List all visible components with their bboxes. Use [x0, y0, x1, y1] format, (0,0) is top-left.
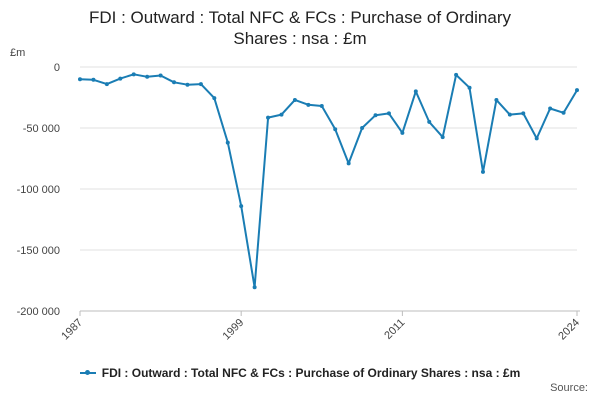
- x-tick-label: 2024: [556, 317, 582, 343]
- y-tick-label: -50 000: [23, 123, 60, 135]
- data-point[interactable]: [521, 111, 526, 116]
- series-layer: [78, 72, 579, 290]
- x-tick-labels: 1987 1999 2011 2024: [59, 311, 582, 342]
- data-point[interactable]: [225, 140, 230, 145]
- data-point[interactable]: [306, 102, 311, 107]
- y-unit-label: £m: [10, 47, 25, 59]
- data-point[interactable]: [440, 135, 445, 140]
- data-point[interactable]: [360, 126, 365, 130]
- data-point[interactable]: [252, 285, 257, 290]
- data-point[interactable]: [333, 127, 338, 132]
- grid-lines: [80, 66, 577, 251]
- y-tick-labels: 0 -50 000 -100 000 -150 000 -200 000: [17, 62, 60, 318]
- data-point[interactable]: [373, 113, 378, 118]
- data-point[interactable]: [172, 80, 177, 85]
- data-point[interactable]: [118, 76, 123, 81]
- chart-title: FDI : Outward : Total NFC & FCs : Purcha…: [0, 7, 600, 49]
- legend-swatch: [79, 369, 96, 375]
- data-point[interactable]: [212, 96, 217, 101]
- data-point[interactable]: [346, 161, 351, 166]
- data-point[interactable]: [198, 82, 203, 87]
- data-point[interactable]: [454, 72, 459, 77]
- data-point[interactable]: [400, 130, 405, 135]
- data-point[interactable]: [413, 89, 418, 94]
- x-tick-label: 1987: [59, 317, 85, 343]
- x-tick-label: 1999: [221, 317, 247, 343]
- data-point[interactable]: [78, 77, 82, 82]
- series-line: [79, 73, 578, 289]
- data-point[interactable]: [467, 85, 472, 90]
- data-point[interactable]: [575, 88, 579, 93]
- data-point[interactable]: [292, 97, 297, 102]
- data-point[interactable]: [266, 115, 271, 120]
- data-point[interactable]: [319, 104, 324, 109]
- y-tick-label: -100 000: [17, 184, 60, 196]
- data-point[interactable]: [239, 204, 244, 209]
- data-point[interactable]: [104, 82, 109, 87]
- data-point[interactable]: [480, 169, 485, 174]
- y-tick-label: -150 000: [17, 245, 60, 257]
- data-point[interactable]: [91, 77, 96, 82]
- data-point[interactable]: [131, 72, 136, 77]
- data-point[interactable]: [561, 110, 566, 115]
- source-label: Source:: [550, 382, 588, 394]
- y-tick-label: 0: [54, 62, 60, 74]
- data-point[interactable]: [507, 112, 512, 117]
- data-point[interactable]: [185, 82, 190, 87]
- legend-label: FDI : Outward : Total NFC & FCs : Purcha…: [101, 366, 521, 380]
- y-tick-label: -200 000: [17, 306, 60, 318]
- chart-title-line-2: Shares : nsa : £m: [233, 29, 367, 48]
- chart-title-line-1: FDI : Outward : Total NFC & FCs : Purcha…: [89, 8, 511, 27]
- data-point[interactable]: [145, 74, 150, 79]
- x-tick-label: 2011: [382, 317, 407, 342]
- legend[interactable]: FDI : Outward : Total NFC & FCs : Purcha…: [0, 366, 600, 380]
- data-point[interactable]: [427, 119, 432, 124]
- data-point[interactable]: [494, 97, 499, 102]
- data-point[interactable]: [279, 112, 284, 117]
- data-point[interactable]: [386, 111, 391, 116]
- data-point[interactable]: [534, 136, 539, 141]
- data-point[interactable]: [158, 73, 163, 78]
- data-point[interactable]: [548, 106, 553, 111]
